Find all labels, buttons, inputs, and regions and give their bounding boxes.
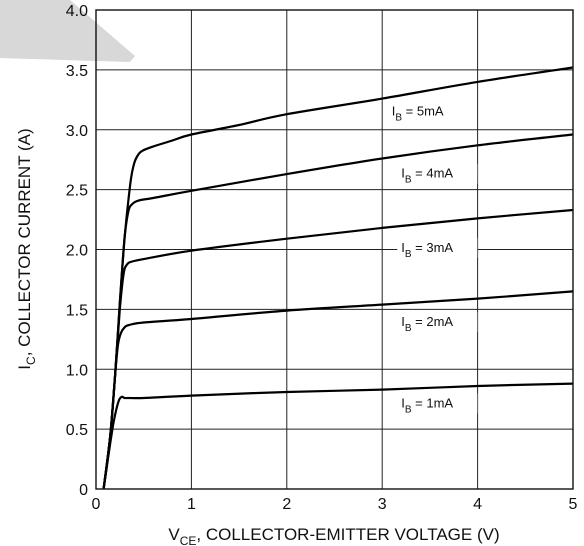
y-axis-label: IC, COLLECTOR CURRENT (A) xyxy=(15,128,38,369)
curve-ib-4ma xyxy=(102,133,574,490)
x-tick-label: 0 xyxy=(92,496,101,513)
curve-labels: IB = 1mA IB = 2mA IB = 3mA IB = 4mA IB = 5mA xyxy=(387,101,478,416)
curve-label-ib-3ma: IB = 3mA xyxy=(401,240,453,260)
y-tick-label: 2.0 xyxy=(66,243,88,260)
grid xyxy=(95,9,574,490)
curve-ib-1ma xyxy=(102,382,574,490)
x-tick-label: 2 xyxy=(282,496,291,513)
x-tick-label: 1 xyxy=(187,496,196,513)
y-tick-label: 0 xyxy=(79,482,88,499)
curve-label-backdrop xyxy=(397,163,478,184)
curve-label-backdrop xyxy=(387,101,468,122)
curves xyxy=(102,66,574,490)
x-axis-ticks: 0 1 2 3 4 5 xyxy=(92,496,578,513)
y-axis-ticks: 0 0.5 1.0 1.5 2.0 2.5 3.0 3.5 4.0 xyxy=(66,3,88,499)
x-tick-label: 4 xyxy=(473,496,482,513)
x-tick-label: 5 xyxy=(569,496,578,513)
x-axis-label: VCE, COLLECTOR-EMITTER VOLTAGE (V) xyxy=(168,525,499,546)
curve-label-ib-5ma: IB = 5mA xyxy=(392,103,444,123)
curve-label-backdrop xyxy=(397,393,478,414)
curve-label-backdrop xyxy=(397,237,478,258)
curve-label-ib-1ma: IB = 1mA xyxy=(401,396,453,416)
curve-label-ib-4ma: IB = 4mA xyxy=(401,166,453,186)
x-tick-label: 3 xyxy=(378,496,387,513)
y-tick-label: 4.0 xyxy=(66,3,88,20)
y-tick-label: 3.0 xyxy=(66,123,88,140)
y-tick-label: 0.5 xyxy=(66,422,88,439)
curve-label-backdrop xyxy=(397,312,478,333)
plot-frame xyxy=(95,9,574,490)
y-tick-label: 2.5 xyxy=(66,183,88,200)
y-tick-label: 1.0 xyxy=(66,362,88,379)
curve-label-ib-2ma: IB = 2mA xyxy=(401,314,453,334)
watermark-stroke xyxy=(0,0,135,62)
y-tick-label: 3.5 xyxy=(66,63,88,80)
y-tick-label: 1.5 xyxy=(66,302,88,319)
curve-ib-3ma xyxy=(102,208,574,490)
curve-ib-5ma xyxy=(102,66,574,490)
